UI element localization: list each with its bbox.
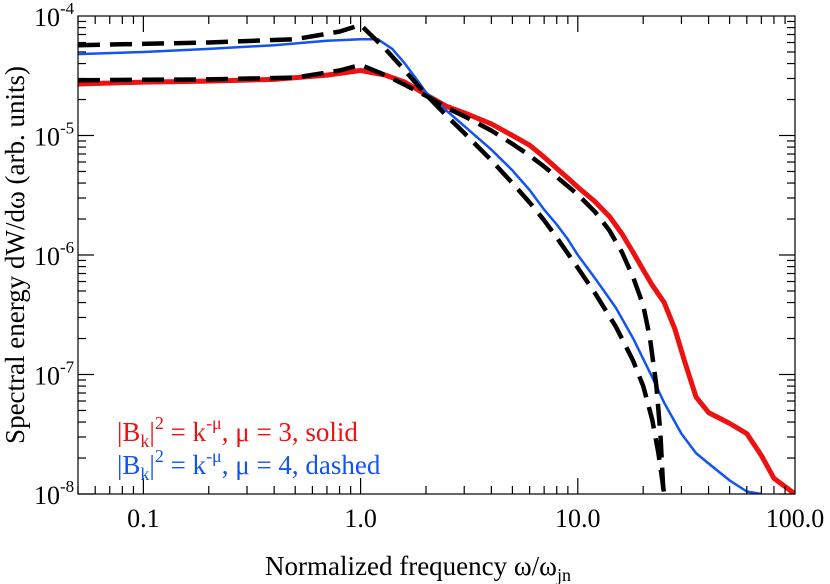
series-line-1 (78, 68, 795, 494)
series-layer (78, 22, 795, 494)
y-tick-label: 10-5 (34, 119, 74, 152)
x-axis-label: Normalized frequency ω/ωjn (265, 551, 571, 584)
legend-entry-2: |Bk|2 = k-μ, μ = 4, dashed (117, 446, 381, 484)
x-tick-label: 0.1 (127, 504, 160, 533)
series-line-2 (78, 37, 762, 494)
series-line-3 (78, 22, 667, 494)
y-tick-label: 10-4 (34, 0, 75, 32)
y-axis-label: Spectral energy dW/dω (arb. units) (0, 66, 30, 444)
legend-entry-1: |Bk|2 = k-μ, μ = 3, solid (117, 413, 358, 451)
y-tick-label: 10-6 (34, 238, 74, 271)
tick-layer: 0.1 1.0 10.0 100.0 10-8 10-7 10-6 10-5 10-4 (34, 0, 824, 533)
y-tick-label: 10-8 (34, 477, 74, 510)
x-tick-label: 10.0 (555, 504, 601, 533)
x-tick-label: 1.0 (344, 504, 377, 533)
x-tick-label: 100.0 (766, 504, 825, 533)
legend: |Bk|2 = k-μ, μ = 3, solid|Bk|2 = k-μ, μ … (117, 413, 381, 484)
y-tick-label: 10-7 (34, 358, 75, 391)
